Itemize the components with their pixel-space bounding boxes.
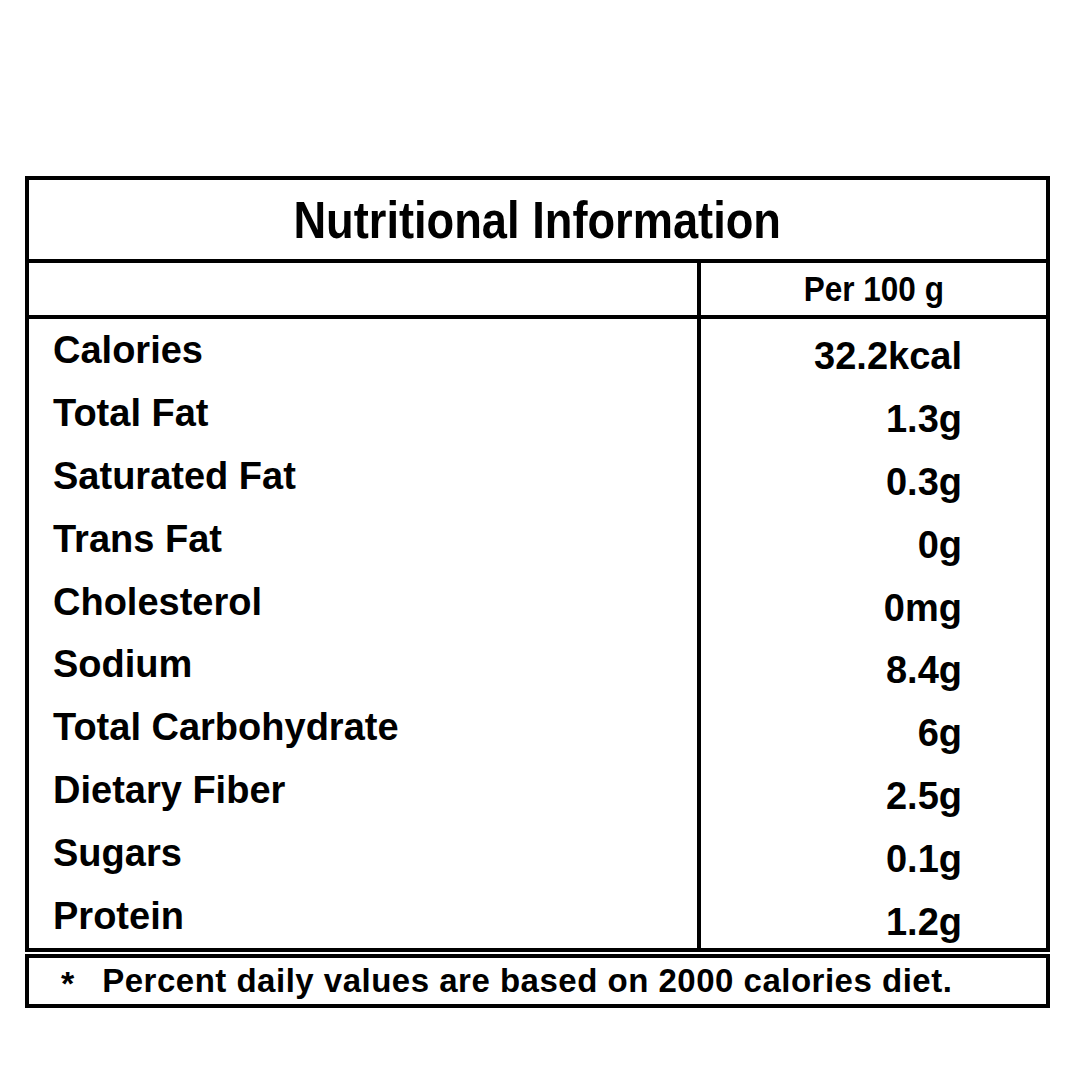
row-label-sugars: Sugars <box>29 822 697 885</box>
row-label-trans-fat: Trans Fat <box>29 508 697 571</box>
row-value-trans-fat: 0g <box>701 508 1046 571</box>
row-label-calories: Calories <box>29 319 697 382</box>
row-value-dietary-fiber: 2.5g <box>701 759 1046 822</box>
row-label-cholesterol: Cholesterol <box>29 571 697 634</box>
per-100g-column: Per 100 g 32.2kcal 1.3g 0.3g 0g 0mg 8.4g… <box>697 263 1046 948</box>
footnote-box: * Percent daily values are based on 2000… <box>25 954 1050 1008</box>
table-title-row: Nutritional Information <box>29 180 1046 263</box>
row-label-total-carbohydrate: Total Carbohydrate <box>29 696 697 759</box>
row-value-total-fat: 1.3g <box>701 382 1046 445</box>
row-label-saturated-fat: Saturated Fat <box>29 445 697 508</box>
row-value-sugars: 0.1g <box>701 822 1046 885</box>
nutrition-table: Nutritional Information Calories Total F… <box>25 176 1050 952</box>
row-value-calories: 32.2kcal <box>701 319 1046 382</box>
nutrient-labels: Calories Total Fat Saturated Fat Trans F… <box>29 319 697 948</box>
row-value-sodium: 8.4g <box>701 634 1046 697</box>
row-value-cholesterol: 0mg <box>701 571 1046 634</box>
footnote-asterisk: * <box>61 964 74 1003</box>
row-value-saturated-fat: 0.3g <box>701 445 1046 508</box>
table-title: Nutritional Information <box>294 190 782 250</box>
nutrient-column: Calories Total Fat Saturated Fat Trans F… <box>29 263 697 948</box>
row-value-protein: 1.2g <box>701 885 1046 948</box>
row-label-dietary-fiber: Dietary Fiber <box>29 759 697 822</box>
row-label-protein: Protein <box>29 885 697 948</box>
footnote-text: Percent daily values are based on 2000 c… <box>102 962 952 1000</box>
nutrition-label-page: Nutritional Information Calories Total F… <box>0 0 1080 1080</box>
per-100g-column-header: Per 100 g <box>701 263 1046 319</box>
nutrient-values: 32.2kcal 1.3g 0.3g 0g 0mg 8.4g 6g 2.5g 0… <box>701 319 1046 948</box>
row-label-total-fat: Total Fat <box>29 382 697 445</box>
table-columns: Calories Total Fat Saturated Fat Trans F… <box>29 263 1046 948</box>
row-value-total-carbohydrate: 6g <box>701 696 1046 759</box>
per-100g-header-label: Per 100 g <box>803 269 943 309</box>
row-label-sodium: Sodium <box>29 634 697 697</box>
nutrient-column-header-empty <box>29 263 697 319</box>
